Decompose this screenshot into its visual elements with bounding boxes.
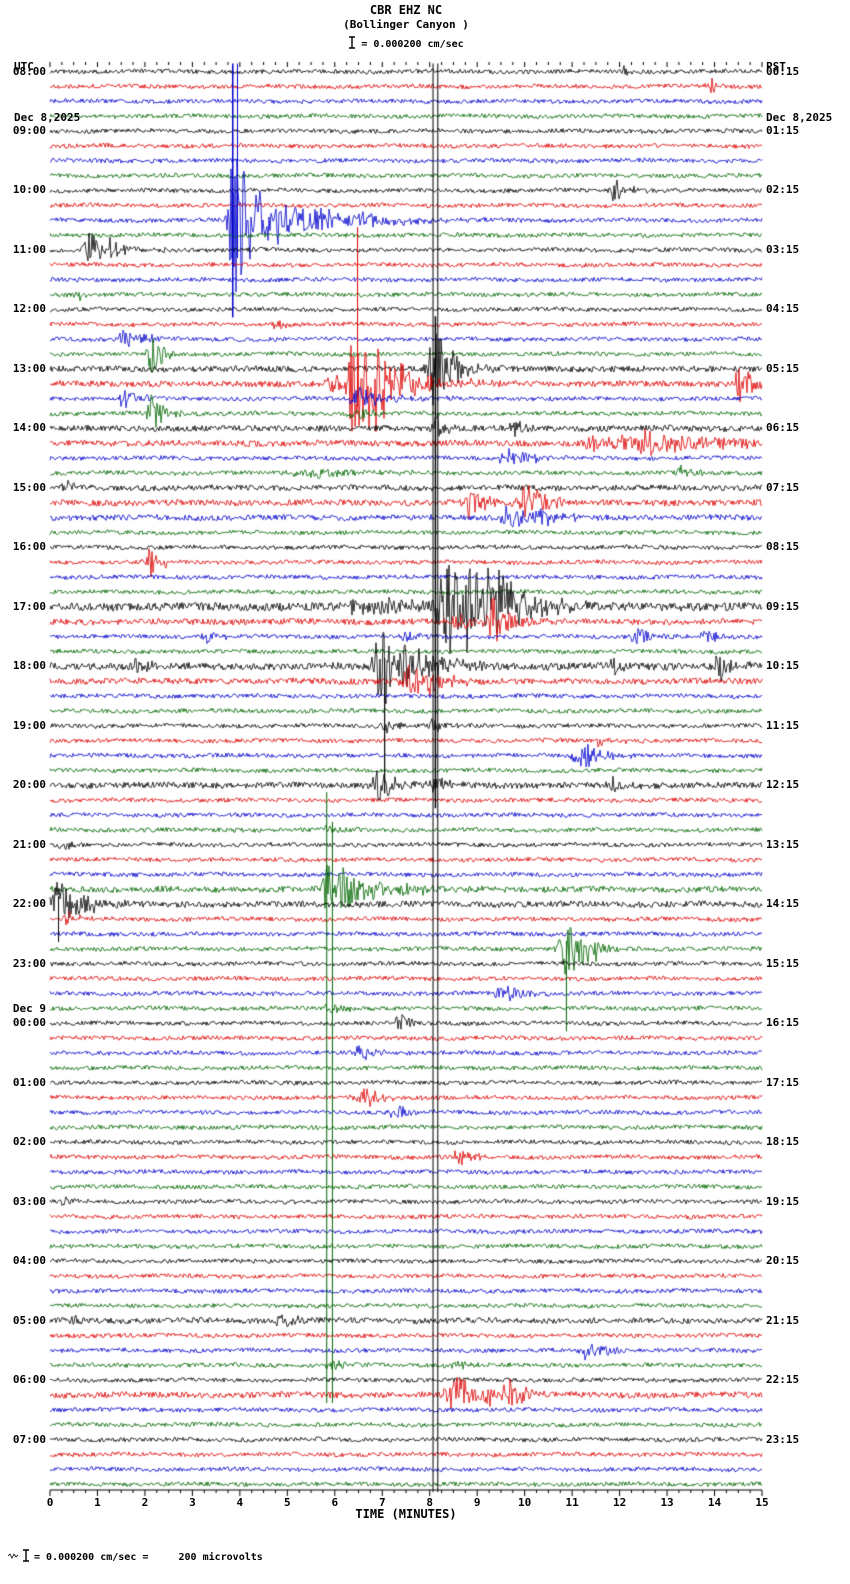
x-tick-label: 3 xyxy=(189,1496,196,1509)
utc-hour-label: 02:00 xyxy=(12,1135,46,1149)
pst-hour-label: 14:15 xyxy=(766,897,800,911)
x-tick-label: 15 xyxy=(755,1496,769,1509)
x-tick-label: 8 xyxy=(426,1496,434,1509)
utc-hour-label: 21:00 xyxy=(12,837,46,851)
pst-hour-label: 02:15 xyxy=(766,183,800,197)
amplitude-scale: = 0.000200 cm/sec xyxy=(0,36,812,52)
utc-hour-label: 20:00 xyxy=(12,778,46,792)
pst-hour-label: 06:15 xyxy=(766,421,800,435)
utc-hour-label: 23:00 xyxy=(12,956,46,970)
scale-bar-icon xyxy=(348,36,356,52)
station-title: CBR EHZ NC xyxy=(369,3,443,17)
pst-hour-label: 03:15 xyxy=(766,242,800,256)
utc-hour-label: 00:00 xyxy=(12,1016,46,1030)
pst-hour-label: 13:15 xyxy=(766,837,800,851)
x-tick-label: 0 xyxy=(46,1496,54,1509)
utc-hour-label: 16:00 xyxy=(12,540,46,554)
x-tick-label: 12 xyxy=(612,1496,627,1509)
x-axis-label: TIME (MINUTES) xyxy=(355,1507,457,1521)
pst-hour-label: 17:15 xyxy=(766,1075,800,1089)
pst-hour-label: 00:15 xyxy=(766,64,800,78)
utc-hour-label: 11:00 xyxy=(12,242,46,256)
utc-hour-label: 04:00 xyxy=(12,1254,46,1268)
utc-hour-label: 09:00 xyxy=(12,123,46,137)
utc-hour-label: 13:00 xyxy=(12,361,46,375)
pst-hour-label: 04:15 xyxy=(766,302,800,316)
utc-hour-label: 18:00 xyxy=(12,659,46,673)
utc-hour-label: 17:00 xyxy=(12,599,46,613)
footer-scale-text: = 0.000200 cm/sec = 200 microvolts xyxy=(34,1551,263,1563)
x-tick-label: 9 xyxy=(473,1496,481,1509)
pst-hour-label: 05:15 xyxy=(766,361,800,375)
x-tick-label: 4 xyxy=(236,1496,244,1509)
x-tick-label: 2 xyxy=(141,1496,149,1509)
utc-hour-label: 14:00 xyxy=(12,421,46,435)
x-tick-label: 14 xyxy=(707,1496,722,1509)
pst-hour-label: 22:15 xyxy=(766,1373,800,1387)
pst-hour-label: 15:15 xyxy=(766,956,800,970)
utc-hour-label: 07:00 xyxy=(12,1432,46,1446)
pst-hour-label: 07:15 xyxy=(766,480,800,494)
pst-hour-label: 23:15 xyxy=(766,1432,800,1446)
utc-hour-label: 19:00 xyxy=(12,718,46,732)
left-date: Dec 8,2025 xyxy=(14,111,81,124)
x-tick-label: 5 xyxy=(284,1496,291,1509)
scale-bar-icon xyxy=(22,1549,30,1565)
pst-hour-label: 21:15 xyxy=(766,1313,800,1327)
utc-hour-label: 05:00 xyxy=(12,1313,46,1327)
scale-label: = 0.000200 cm/sec xyxy=(361,38,464,50)
pst-header-block: PST Dec 8,2025 xyxy=(766,22,832,162)
utc-hour-label: 15:00 xyxy=(12,480,46,494)
pst-hour-label: 20:15 xyxy=(766,1254,800,1268)
utc-hour-label: 10:00 xyxy=(12,183,46,197)
utc-hour-label: 22:00 xyxy=(12,897,46,911)
pst-hour-label: 12:15 xyxy=(766,778,800,792)
pst-hour-label: 10:15 xyxy=(766,659,800,673)
utc-hour-label: 08:00 xyxy=(12,64,46,78)
right-date: Dec 8,2025 xyxy=(766,111,833,124)
utc-hour-label: 12:00 xyxy=(12,302,46,316)
utc-hour-label: 01:00 xyxy=(12,1075,46,1089)
utc-header-block: UTC Dec 8,2025 xyxy=(14,22,80,162)
right-timezone: PST xyxy=(766,60,786,73)
x-tick-label: 6 xyxy=(331,1496,339,1509)
trace-sample-icon xyxy=(7,1552,19,1563)
pst-hour-label: 09:15 xyxy=(766,599,800,613)
station-location: (Bollinger Canyon ) xyxy=(343,18,469,31)
pst-hour-label: 01:15 xyxy=(766,123,800,137)
pst-hour-label: 18:15 xyxy=(766,1135,800,1149)
x-tick-label: 13 xyxy=(660,1496,674,1509)
x-tick-label: 10 xyxy=(518,1496,532,1509)
x-tick-label: 1 xyxy=(94,1496,101,1509)
utc-hour-label: 03:00 xyxy=(12,1194,46,1208)
x-tick-label: 11 xyxy=(565,1496,579,1509)
utc-date-label: Dec 9 xyxy=(12,1002,46,1016)
pst-hour-label: 16:15 xyxy=(766,1016,800,1030)
footer-scale-note: = 0.000200 cm/sec = 200 microvolts xyxy=(7,1549,263,1565)
pst-hour-label: 08:15 xyxy=(766,540,800,554)
x-tick-label: 7 xyxy=(378,1496,386,1509)
left-timezone: UTC xyxy=(14,60,34,73)
pst-hour-label: 19:15 xyxy=(766,1194,800,1208)
utc-hour-label: 06:00 xyxy=(12,1373,46,1387)
pst-hour-label: 11:15 xyxy=(766,718,800,732)
